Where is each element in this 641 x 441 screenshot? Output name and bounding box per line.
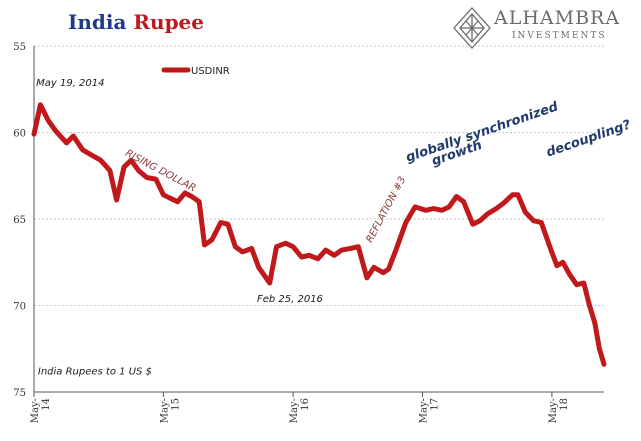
chart-title: India Rupee	[68, 10, 204, 34]
x-tick-label: May-16	[289, 398, 311, 423]
logo-subtitle: INVESTMENTS	[512, 31, 607, 41]
y-tick-label: 60	[13, 129, 26, 140]
y-tick-label: 65	[13, 215, 26, 226]
y-tick-label: 55	[13, 42, 26, 53]
alhambra-logo: ALHAMBRA INVESTMENTS	[452, 6, 634, 50]
annotation: Feb 25, 2016	[257, 294, 323, 305]
annotation: decoupling?	[544, 117, 633, 160]
series-line-usdinr	[31, 102, 607, 367]
axes-layer: 55 60 65 70 75 May-14 May-15 May-16 May-17 May-18	[13, 42, 604, 423]
logo-name: ALHAMBRA	[494, 7, 621, 29]
x-tick-label: May-17	[419, 398, 441, 423]
legend-label: USDINR	[191, 66, 230, 77]
x-tick-label: May-15	[159, 398, 181, 423]
diamond-lattice-icon	[453, 7, 491, 49]
y-tick-label: 70	[13, 302, 26, 313]
annotation: May 19, 2014	[36, 78, 104, 89]
series-layer	[31, 102, 607, 367]
annotation: India Rupees to 1 US $	[38, 367, 152, 378]
chart-title-currency: Rupee	[133, 10, 205, 34]
x-tick-label: May-18	[548, 398, 570, 423]
x-tick-label: May-14	[30, 398, 52, 423]
chart-title-country: India	[68, 10, 127, 34]
legend: USDINR	[161, 66, 230, 77]
y-tick-label: 75	[13, 388, 26, 399]
grid-layer	[34, 45, 604, 306]
